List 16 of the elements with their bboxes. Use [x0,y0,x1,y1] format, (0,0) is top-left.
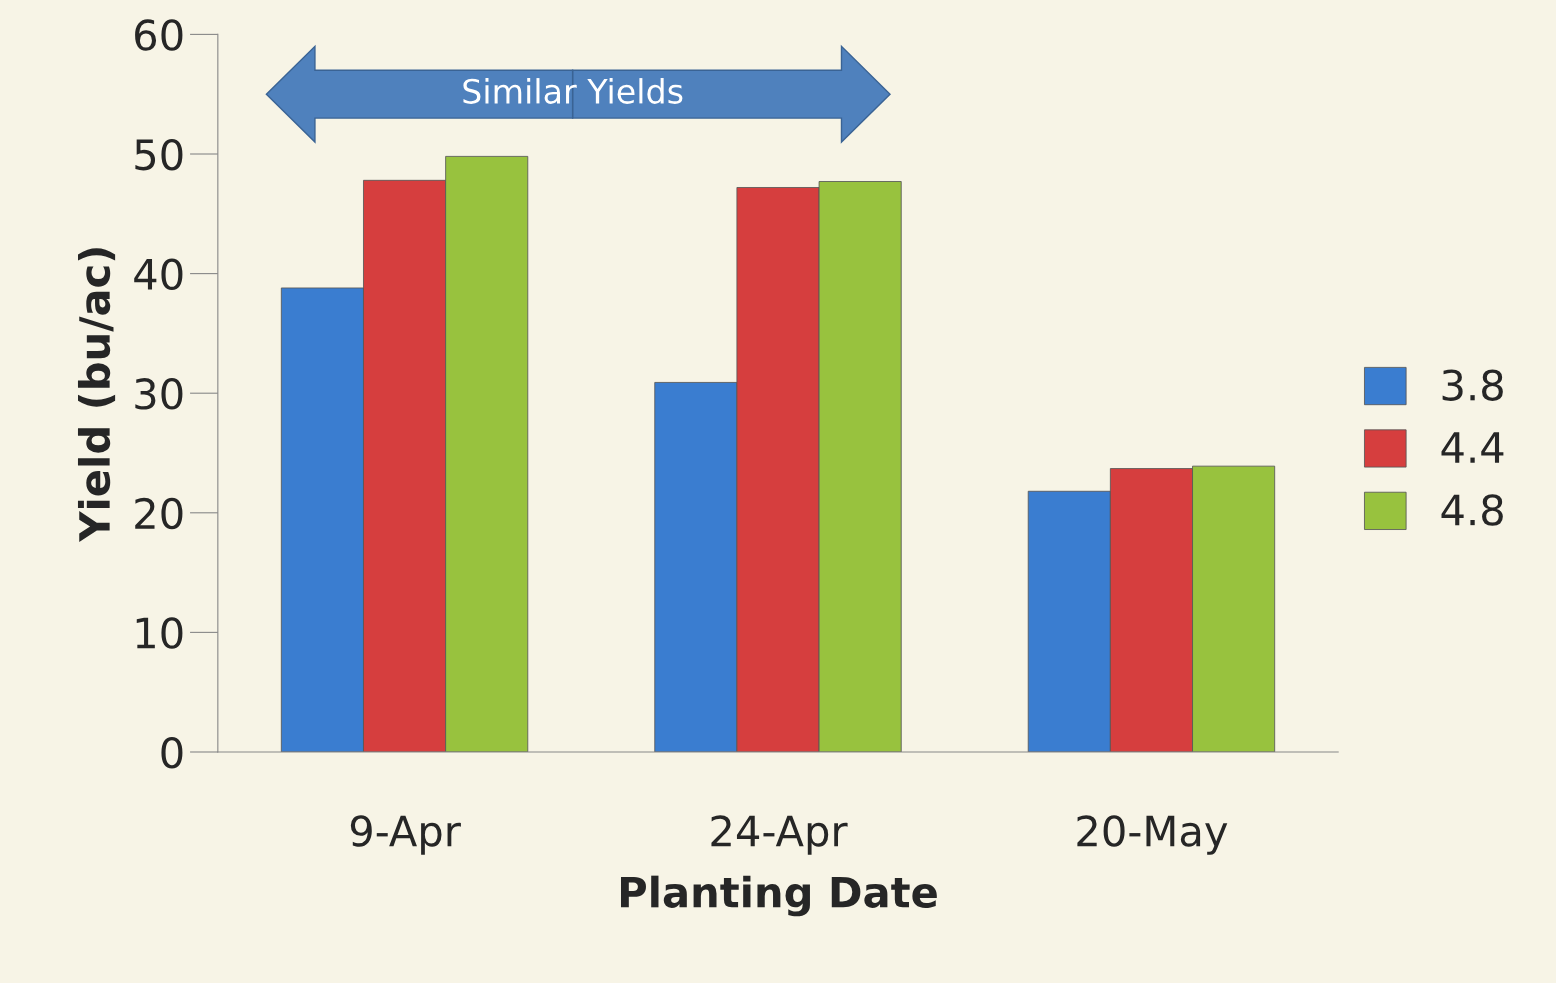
y-tick-label: 0 [161,736,183,769]
x-axis-title: Planting Date [620,875,937,917]
y-tick-label: 20 [135,497,183,530]
y-tick-label: 10 [136,617,183,649]
x-tick-label: 24-Apr [711,815,848,855]
y-tick-label: 50 [135,138,183,171]
x-tick-label: 20-May [1077,815,1228,855]
annotation: Similar Yields [463,78,683,104]
y-tick-label: 30 [135,378,183,410]
legend-label: 4.4 [1441,432,1504,463]
legend-label: 3.8 [1442,369,1503,401]
y-axis-title: Yield (bu/ac) [77,248,116,543]
legend-label: 4.8 [1441,494,1503,526]
y-tick-label: 60 [135,19,183,51]
y-tick-label: 40 [134,258,183,291]
x-tick-label: 9-Apr [350,815,461,855]
